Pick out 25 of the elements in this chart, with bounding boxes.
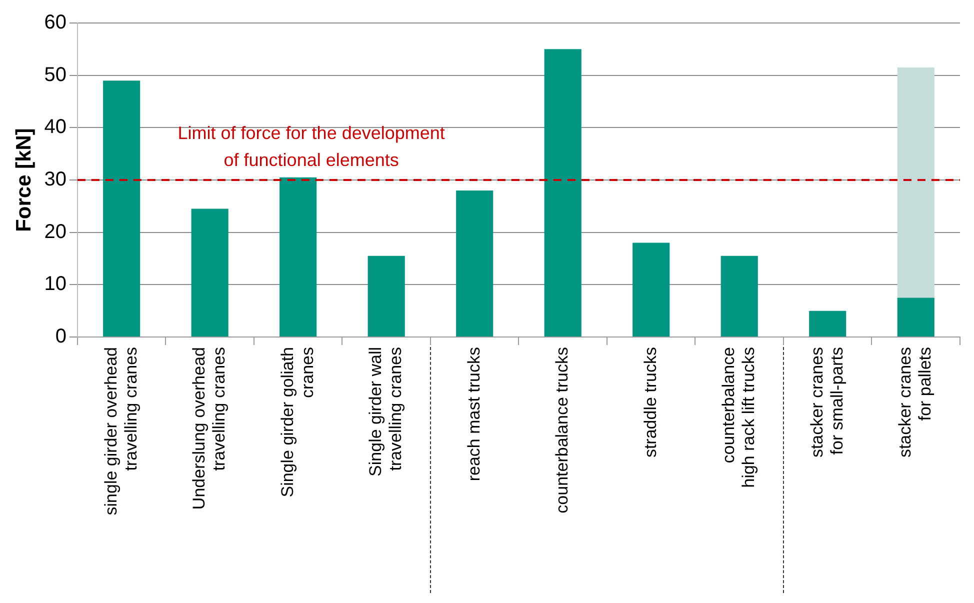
x-tick-label: Single girder goliath cranes (278, 347, 317, 498)
bar (632, 242, 670, 336)
bar (456, 190, 494, 336)
y-tick-label: 10 (44, 273, 66, 296)
x-tick-label: straddle trucks (640, 347, 660, 458)
bar (103, 80, 140, 336)
bar (544, 49, 582, 336)
x-tick-label: reach mast trucks (464, 347, 484, 482)
y-tick-label: 0 (55, 326, 66, 348)
y-axis-title: Force [kN] (12, 128, 36, 232)
bar (897, 298, 934, 336)
bar (280, 177, 317, 336)
bar (809, 310, 846, 336)
y-tick-label: 20 (44, 220, 66, 243)
bar (720, 256, 758, 336)
bar (368, 256, 405, 336)
y-tick-label: 60 (44, 12, 66, 34)
x-tick-label: counterbalance trucks (552, 347, 572, 514)
bar (897, 67, 934, 298)
y-tick-label: 50 (44, 64, 66, 86)
x-tick-label: single girder overhead travelling cranes (101, 347, 140, 516)
y-tick-label: 40 (44, 116, 66, 138)
y-tick-label: 30 (44, 168, 66, 191)
bar (191, 208, 228, 336)
ref-line-label: Limit of force for the development of functional elements (178, 123, 445, 170)
